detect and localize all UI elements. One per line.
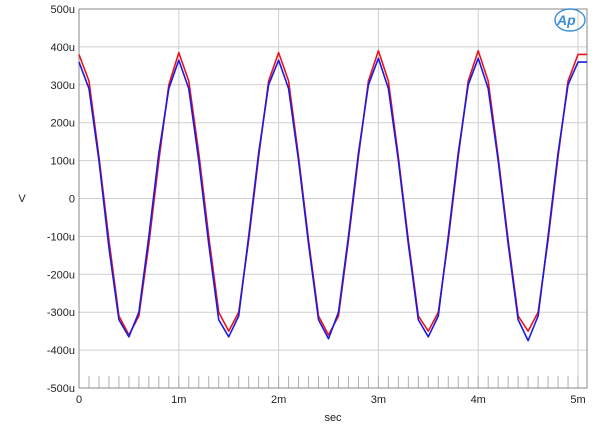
y-tick-label: 100u bbox=[51, 156, 75, 168]
y-tick-label: -500u bbox=[47, 383, 75, 395]
y-tick-label: 500u bbox=[51, 4, 75, 16]
plot-frame bbox=[78, 8, 588, 389]
x-tick-label: 4m bbox=[471, 394, 486, 406]
y-tick-label: -200u bbox=[47, 269, 75, 281]
y-axis-title: V bbox=[18, 193, 26, 205]
x-tick-label: 0 bbox=[76, 394, 82, 406]
x-axis-title: sec bbox=[324, 412, 342, 424]
ap-logo-text: Ap bbox=[556, 12, 576, 28]
y-tick-label: 400u bbox=[51, 42, 75, 54]
x-tick-label: 1m bbox=[171, 394, 186, 406]
y-tick-label: -100u bbox=[47, 231, 75, 243]
y-tick-label: 300u bbox=[51, 80, 75, 92]
x-tick-label: 5m bbox=[570, 394, 585, 406]
y-tick-label: -300u bbox=[47, 307, 75, 319]
series-group bbox=[78, 49, 587, 342]
y-tick-label: -400u bbox=[47, 345, 75, 357]
y-tick-label: 200u bbox=[51, 118, 75, 130]
x-tick-labels: 0 1m 2m 3m 4m 5m bbox=[76, 394, 586, 406]
series-line-2 bbox=[78, 57, 587, 342]
ap-logo: Ap bbox=[554, 8, 586, 32]
y-tick-labels: 500u 400u 300u 200u 100u 0 -100u -200u -300u -400… bbox=[47, 4, 75, 395]
x-tick-label: 3m bbox=[371, 394, 386, 406]
y-tick-label: 0 bbox=[69, 194, 75, 206]
ap-logo-swoosh bbox=[554, 8, 586, 32]
x-tick-label: 2m bbox=[271, 394, 286, 406]
